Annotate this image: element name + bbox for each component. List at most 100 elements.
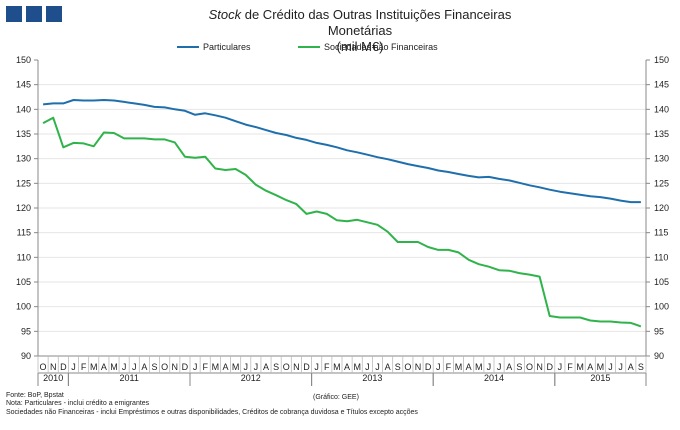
line-chart: 90 95 100 105 110 115 120 125 130 135 140 145 150 90…	[16, 55, 669, 386]
y-tick-label: 125	[16, 178, 31, 188]
month-label: A	[344, 362, 350, 372]
month-label: A	[587, 362, 593, 372]
y-tick-label: 95	[654, 326, 664, 336]
y-tick-label: 145	[16, 80, 31, 90]
y-tick-label: 90	[21, 351, 31, 361]
y-tick-label: 130	[16, 154, 31, 164]
month-label: M	[576, 362, 584, 372]
month-label: N	[293, 362, 300, 372]
month-label: N	[172, 362, 179, 372]
y-tick-label: 95	[21, 326, 31, 336]
month-label: M	[212, 362, 220, 372]
legend-label-particulares: Particulares	[203, 42, 251, 52]
month-label: J	[122, 362, 127, 372]
y-tick-label: 115	[654, 228, 668, 238]
year-label: 2014	[484, 373, 504, 383]
month-label: S	[152, 362, 158, 372]
y-tick-label: 140	[654, 104, 669, 114]
y-tick-label: 100	[16, 302, 31, 312]
month-label: S	[273, 362, 279, 372]
month-label: S	[395, 362, 401, 372]
month-label: A	[141, 362, 147, 372]
year-label: 2015	[590, 373, 610, 383]
month-label: M	[333, 362, 341, 372]
month-label: J	[193, 362, 198, 372]
month-label: M	[90, 362, 98, 372]
legend-item-sociedades: Sociedades não Financeiras	[298, 40, 438, 54]
month-label: J	[618, 362, 623, 372]
month-label: S	[516, 362, 522, 372]
footer-note-2: Sociedades não Financeiras - inclui Empr…	[6, 408, 418, 416]
month-label: J	[365, 362, 370, 372]
legend-swatch-sociedades	[298, 46, 320, 48]
month-label: D	[425, 362, 432, 372]
y-axis-right: 90 95 100 105 110 115 120 125 130 135 140 145 150	[646, 55, 669, 361]
title-italic: Stock	[208, 7, 242, 22]
chart-title: Stock de Crédito das Outras Instituições…	[200, 7, 520, 54]
y-tick-label: 120	[16, 203, 31, 213]
legend-swatch-particulares	[177, 46, 199, 48]
y-tick-label: 90	[654, 351, 664, 361]
month-label: J	[132, 362, 137, 372]
month-label: J	[497, 362, 502, 372]
year-label: 2011	[120, 373, 139, 383]
month-label: D	[182, 362, 189, 372]
year-label: 2012	[241, 373, 261, 383]
y-tick-label: 150	[16, 55, 31, 65]
month-label: M	[597, 362, 605, 372]
month-label: J	[487, 362, 492, 372]
y-tick-label: 120	[654, 203, 669, 213]
legend-label-sociedades: Sociedades não Financeiras	[324, 42, 438, 52]
series-line-particulares	[43, 99, 641, 204]
gee-logo	[6, 6, 62, 22]
month-label: A	[263, 362, 269, 372]
y-tick-label: 135	[654, 129, 669, 139]
series-lines	[42, 99, 642, 328]
month-label: J	[558, 362, 563, 372]
graph-source: (Gráfico: GEE)	[313, 394, 359, 401]
month-label: N	[536, 362, 543, 372]
month-label: M	[455, 362, 463, 372]
y-tick-label: 150	[654, 55, 669, 65]
month-label: M	[353, 362, 361, 372]
month-label: A	[101, 362, 107, 372]
month-label: M	[475, 362, 483, 372]
y-tick-label: 125	[654, 178, 669, 188]
month-label: D	[60, 362, 67, 372]
title-unit: (mil M€)	[336, 39, 384, 54]
month-label: A	[222, 362, 228, 372]
month-label: M	[232, 362, 240, 372]
month-label: N	[50, 362, 57, 372]
month-label: D	[303, 362, 310, 372]
month-label: J	[608, 362, 613, 372]
y-tick-label: 110	[17, 252, 31, 262]
month-label: J	[71, 362, 76, 372]
month-label: J	[243, 362, 248, 372]
y-tick-label: 105	[654, 277, 669, 287]
month-label: J	[314, 362, 319, 372]
y-tick-label: 105	[16, 277, 31, 287]
gridlines	[38, 84, 646, 332]
month-label: O	[161, 362, 168, 372]
month-label: A	[506, 362, 512, 372]
month-label: N	[415, 362, 422, 372]
y-tick-label: 130	[654, 154, 669, 164]
month-label: F	[324, 362, 330, 372]
chart-legend: Particulares Sociedades não Financeiras	[0, 40, 680, 54]
year-label: 2013	[362, 373, 382, 383]
y-tick-label: 145	[654, 80, 669, 90]
y-tick-label: 110	[654, 252, 668, 262]
y-tick-label: 115	[17, 228, 31, 238]
y-tick-label: 100	[654, 302, 669, 312]
month-label: J	[375, 362, 380, 372]
series-line-sociedades	[42, 116, 642, 328]
footer-note-1: Nota: Particulares - inclui crédito a em…	[6, 400, 150, 408]
month-label: F	[202, 362, 208, 372]
chart-footer: Fonte: BoP, Bpstat Nota: Particulares - …	[6, 392, 666, 417]
legend-item-particulares: Particulares	[177, 40, 251, 54]
title-text: de Crédito das Outras Instituições Finan…	[241, 7, 512, 38]
month-label: O	[404, 362, 411, 372]
year-label: 2010	[43, 373, 63, 383]
month-label: F	[567, 362, 573, 372]
